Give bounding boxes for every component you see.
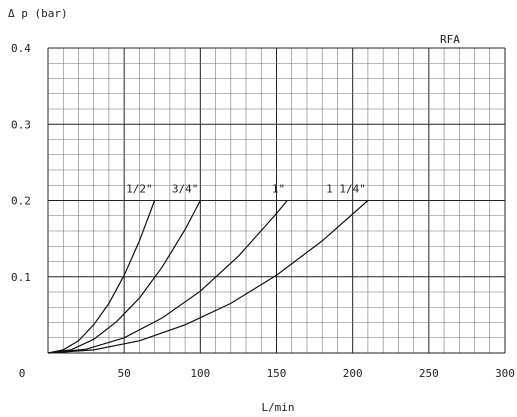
x-axis-label: L/min	[261, 401, 294, 414]
series-line-1	[47, 200, 156, 354]
x-tick-label: 300	[495, 367, 515, 380]
x-tick-label: 150	[267, 367, 287, 380]
x-tick-label: 250	[419, 367, 439, 380]
x-tick-label: 100	[190, 367, 210, 380]
x-tick-label: 50	[118, 367, 131, 380]
series-label: 1"	[272, 183, 285, 196]
y-axis-label: Δ p (bar)	[8, 7, 68, 20]
series-line-4	[47, 200, 369, 354]
series-label: 1/2"	[126, 183, 153, 196]
series-line-2	[47, 200, 201, 354]
series-line-3	[47, 200, 288, 354]
y-tick-label: 0.2	[11, 195, 31, 208]
series-label: 3/4"	[172, 183, 199, 196]
series-label: 1 1/4"	[326, 183, 366, 196]
y-tick-label: 0.3	[11, 118, 31, 131]
x-tick-label: 0	[19, 367, 26, 380]
y-tick-label: 0.1	[11, 271, 31, 284]
x-tick-label: 200	[343, 367, 363, 380]
y-tick-label: 0.4	[11, 42, 31, 55]
chart-annotation: RFA	[440, 33, 460, 46]
